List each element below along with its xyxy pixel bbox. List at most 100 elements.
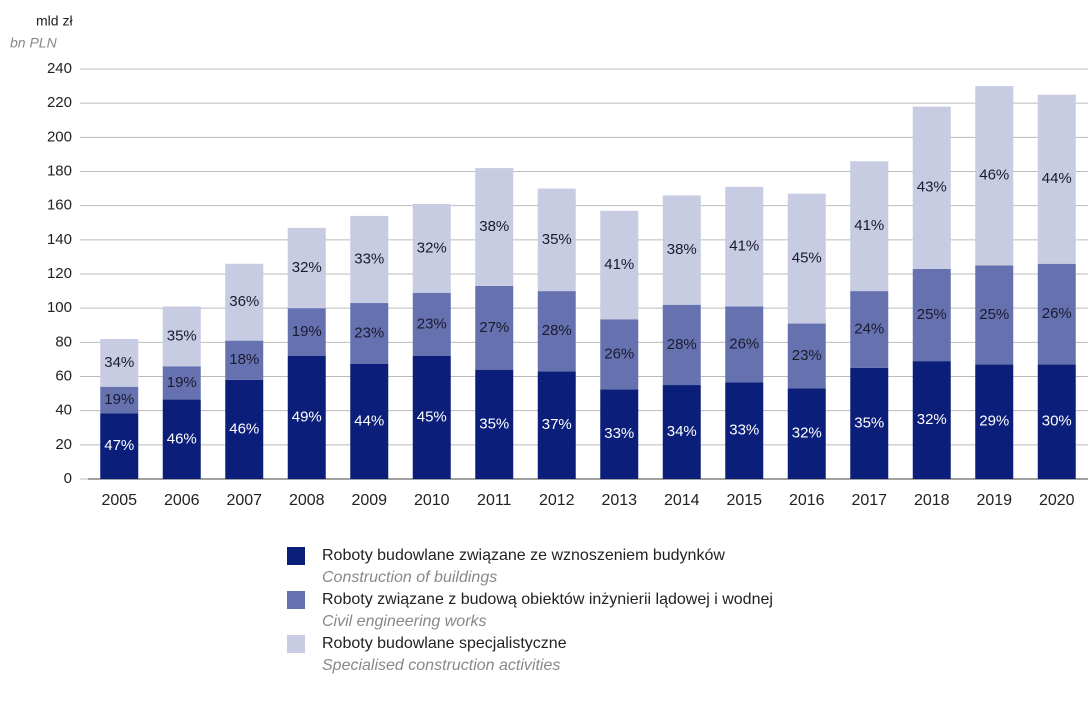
share-label: 23% xyxy=(417,315,447,332)
bar-segment xyxy=(850,161,889,292)
bar-segment xyxy=(975,86,1014,266)
bar-segment xyxy=(725,186,764,307)
share-label: 34% xyxy=(104,354,134,371)
share-label: 41% xyxy=(604,256,634,273)
bar-segment xyxy=(537,188,576,292)
bar-segment xyxy=(412,292,451,356)
bar-segment xyxy=(412,356,451,479)
share-label: 44% xyxy=(354,412,384,429)
bar-segment xyxy=(350,363,389,479)
bar-segment xyxy=(225,340,264,380)
bar-segment xyxy=(412,203,451,293)
legend-label-en: Construction of buildings xyxy=(322,569,497,586)
share-label: 45% xyxy=(417,408,447,425)
legend-swatch xyxy=(287,547,305,565)
bar-segment xyxy=(225,263,264,341)
y-axis-label: mld zł xyxy=(36,13,73,29)
share-label: 38% xyxy=(667,241,697,258)
share-label: 27% xyxy=(479,319,509,336)
bar-segment xyxy=(1037,263,1076,365)
y-tick-label: 220 xyxy=(47,94,72,111)
legend-swatch xyxy=(287,591,305,609)
y-tick-label: 100 xyxy=(47,299,72,316)
share-label: 23% xyxy=(792,347,822,364)
bar-segment xyxy=(475,285,514,370)
share-label: 26% xyxy=(729,335,759,352)
x-tick-label: 2005 xyxy=(101,492,137,509)
x-tick-label: 2011 xyxy=(477,492,512,509)
bar-segment xyxy=(162,306,201,367)
y-tick-label: 80 xyxy=(55,333,72,350)
share-label: 28% xyxy=(667,336,697,353)
share-label: 46% xyxy=(167,430,197,447)
share-label: 46% xyxy=(229,420,259,437)
x-tick-label: 2007 xyxy=(226,492,262,509)
x-tick-label: 2009 xyxy=(351,492,387,509)
legend-label: Roboty związane z budową obiektów inżyni… xyxy=(322,591,773,608)
share-label: 32% xyxy=(417,239,447,256)
bar-segment xyxy=(662,195,701,305)
share-label: 24% xyxy=(854,320,884,337)
legend-label: Roboty budowlane związane ze wznoszeniem… xyxy=(322,547,725,564)
bar-segment xyxy=(162,399,201,479)
bar-segment xyxy=(725,382,764,479)
x-tick-label: 2013 xyxy=(601,492,637,509)
bar-segment xyxy=(787,193,826,324)
x-tick-label: 2015 xyxy=(726,492,762,509)
share-label: 35% xyxy=(479,415,509,432)
bar-segment xyxy=(162,366,201,400)
x-tick-label: 2006 xyxy=(164,492,200,509)
share-label: 45% xyxy=(792,250,822,267)
bar-segment xyxy=(600,319,639,390)
share-label: 30% xyxy=(1042,413,1072,430)
bar-segment xyxy=(100,338,139,387)
bar-segment xyxy=(787,323,826,389)
x-tick-label: 2014 xyxy=(664,492,700,509)
legend-swatch xyxy=(287,635,305,653)
share-label: 19% xyxy=(167,374,197,391)
y-tick-label: 240 xyxy=(47,60,72,77)
share-label: 23% xyxy=(354,324,384,341)
y-tick-label: 60 xyxy=(55,367,72,384)
bar-segment xyxy=(787,388,826,479)
bar-segment xyxy=(1037,364,1076,479)
legend-label-en: Specialised construction activities xyxy=(322,657,560,674)
x-tick-label: 2019 xyxy=(976,492,1012,509)
bar-segment xyxy=(287,308,326,356)
bar-segment xyxy=(100,413,139,479)
share-label: 19% xyxy=(292,323,322,340)
bar-segment xyxy=(600,210,639,320)
share-label: 33% xyxy=(354,250,384,267)
y-tick-label: 140 xyxy=(47,231,72,248)
share-label: 41% xyxy=(729,238,759,255)
share-label: 41% xyxy=(854,217,884,234)
bar-segment xyxy=(350,215,389,304)
bar-segment xyxy=(912,106,951,269)
share-label: 38% xyxy=(479,218,509,235)
y-tick-label: 40 xyxy=(55,402,72,419)
share-label: 33% xyxy=(604,425,634,442)
y-tick-label: 120 xyxy=(47,265,72,282)
bar-segment xyxy=(537,291,576,372)
y-axis-label-en: bn PLN xyxy=(10,35,58,51)
y-tick-label: 160 xyxy=(47,197,72,214)
share-label: 37% xyxy=(542,416,572,433)
x-tick-label: 2016 xyxy=(789,492,825,509)
share-label: 32% xyxy=(292,259,322,276)
share-label: 35% xyxy=(542,231,572,248)
share-label: 47% xyxy=(104,437,134,454)
bar-segment xyxy=(225,379,264,479)
share-label: 29% xyxy=(979,413,1009,430)
x-tick-label: 2020 xyxy=(1039,492,1075,509)
bar-segment xyxy=(975,265,1014,365)
bar-segment xyxy=(850,291,889,368)
bar-segment xyxy=(475,168,514,286)
share-label: 46% xyxy=(979,167,1009,184)
bar-segment xyxy=(1037,94,1076,264)
share-label: 35% xyxy=(167,327,197,344)
y-tick-label: 20 xyxy=(55,436,72,453)
share-label: 49% xyxy=(292,408,322,425)
share-label: 43% xyxy=(917,179,947,196)
x-tick-label: 2012 xyxy=(539,492,575,509)
x-tick-label: 2010 xyxy=(414,492,450,509)
